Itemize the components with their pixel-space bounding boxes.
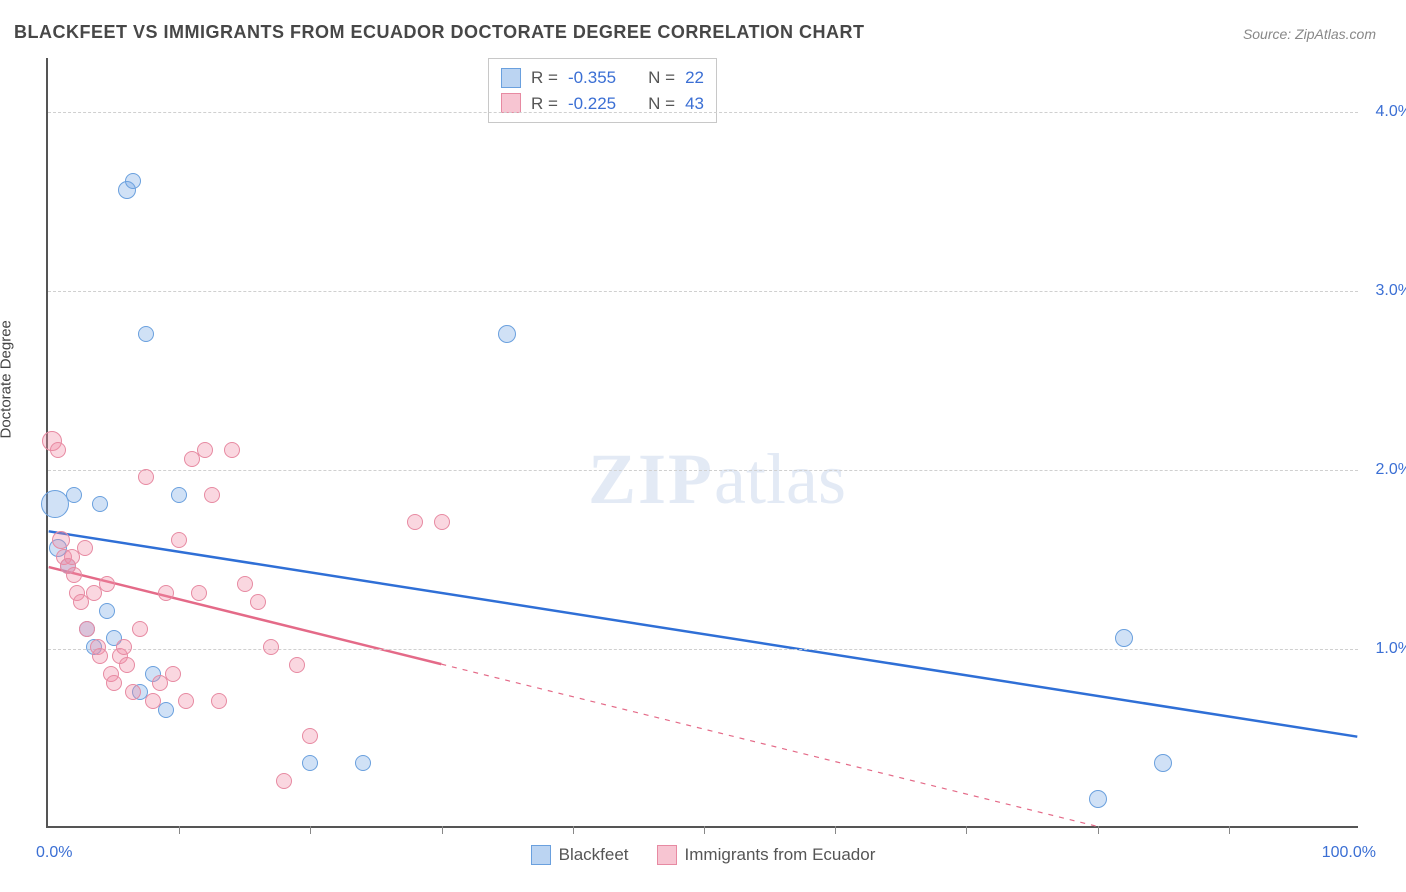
- scatter-point: [106, 675, 122, 691]
- scatter-point: [197, 442, 213, 458]
- scatter-point: [145, 693, 161, 709]
- scatter-point: [125, 173, 141, 189]
- scatter-point: [434, 514, 450, 530]
- legend-swatch: [501, 68, 521, 88]
- scatter-point: [302, 728, 318, 744]
- legend-swatch: [531, 845, 551, 865]
- scatter-point: [407, 514, 423, 530]
- scatter-point: [92, 496, 108, 512]
- scatter-point: [77, 540, 93, 556]
- legend-item: Immigrants from Ecuador: [657, 845, 876, 865]
- scatter-point: [158, 702, 174, 718]
- stats-legend-row: R = -0.355 N = 22: [501, 65, 704, 91]
- scatter-point: [66, 487, 82, 503]
- gridline: [48, 291, 1358, 292]
- y-tick-label: 4.0%: [1376, 103, 1406, 121]
- x-tick: [573, 826, 574, 834]
- x-tick: [704, 826, 705, 834]
- legend-swatch: [657, 845, 677, 865]
- scatter-point: [1115, 629, 1133, 647]
- x-tick: [442, 826, 443, 834]
- x-tick: [1229, 826, 1230, 834]
- scatter-point: [191, 585, 207, 601]
- scatter-point: [125, 684, 141, 700]
- legend-swatch: [501, 93, 521, 113]
- bottom-legend: Blackfeet Immigrants from Ecuador: [0, 845, 1406, 870]
- scatter-point: [237, 576, 253, 592]
- scatter-point: [171, 487, 187, 503]
- scatter-point: [41, 490, 69, 518]
- source-label: Source: ZipAtlas.com: [1243, 26, 1376, 42]
- scatter-point: [138, 326, 154, 342]
- legend-label: Immigrants from Ecuador: [685, 845, 876, 865]
- scatter-point: [250, 594, 266, 610]
- scatter-point: [498, 325, 516, 343]
- scatter-point: [158, 585, 174, 601]
- x-tick: [310, 826, 311, 834]
- gridline: [48, 112, 1358, 113]
- scatter-point: [138, 469, 154, 485]
- scatter-point: [1154, 754, 1172, 772]
- scatter-point: [79, 621, 95, 637]
- trend-lines-svg: [48, 58, 1358, 826]
- scatter-point: [224, 442, 240, 458]
- scatter-point: [119, 657, 135, 673]
- scatter-point: [50, 442, 66, 458]
- trendline-dashed: [441, 664, 1095, 826]
- r-label: R =: [531, 65, 558, 91]
- y-tick-label: 3.0%: [1376, 282, 1406, 300]
- legend-label: Blackfeet: [559, 845, 629, 865]
- scatter-point: [99, 603, 115, 619]
- r-value: -0.355: [568, 65, 616, 91]
- scatter-point: [204, 487, 220, 503]
- scatter-point: [1089, 790, 1107, 808]
- scatter-point: [171, 532, 187, 548]
- y-axis-label: Doctorate Degree: [0, 320, 15, 438]
- y-tick-label: 1.0%: [1376, 640, 1406, 658]
- stats-legend: R =-0.355N =22R =-0.225N =43: [488, 58, 717, 123]
- chart-container: BLACKFEET VS IMMIGRANTS FROM ECUADOR DOC…: [0, 0, 1406, 892]
- n-value: 22: [685, 65, 704, 91]
- scatter-point: [178, 693, 194, 709]
- scatter-point: [99, 576, 115, 592]
- scatter-point: [355, 755, 371, 771]
- trendline-solid: [49, 531, 1358, 736]
- gridline: [48, 470, 1358, 471]
- gridline: [48, 649, 1358, 650]
- scatter-point: [66, 567, 82, 583]
- scatter-point: [263, 639, 279, 655]
- scatter-point: [92, 648, 108, 664]
- plot-area: ZIPatlas R =-0.355N =22R =-0.225N =43 1.…: [46, 58, 1358, 828]
- x-tick: [1098, 826, 1099, 834]
- scatter-point: [165, 666, 181, 682]
- x-tick: [179, 826, 180, 834]
- chart-title: BLACKFEET VS IMMIGRANTS FROM ECUADOR DOC…: [14, 22, 865, 43]
- y-tick-label: 2.0%: [1376, 461, 1406, 479]
- scatter-point: [132, 621, 148, 637]
- scatter-point: [276, 773, 292, 789]
- scatter-point: [211, 693, 227, 709]
- scatter-point: [52, 531, 70, 549]
- scatter-point: [302, 755, 318, 771]
- x-tick: [835, 826, 836, 834]
- scatter-point: [289, 657, 305, 673]
- x-tick: [966, 826, 967, 834]
- scatter-point: [116, 639, 132, 655]
- legend-item: Blackfeet: [531, 845, 629, 865]
- n-label: N =: [648, 65, 675, 91]
